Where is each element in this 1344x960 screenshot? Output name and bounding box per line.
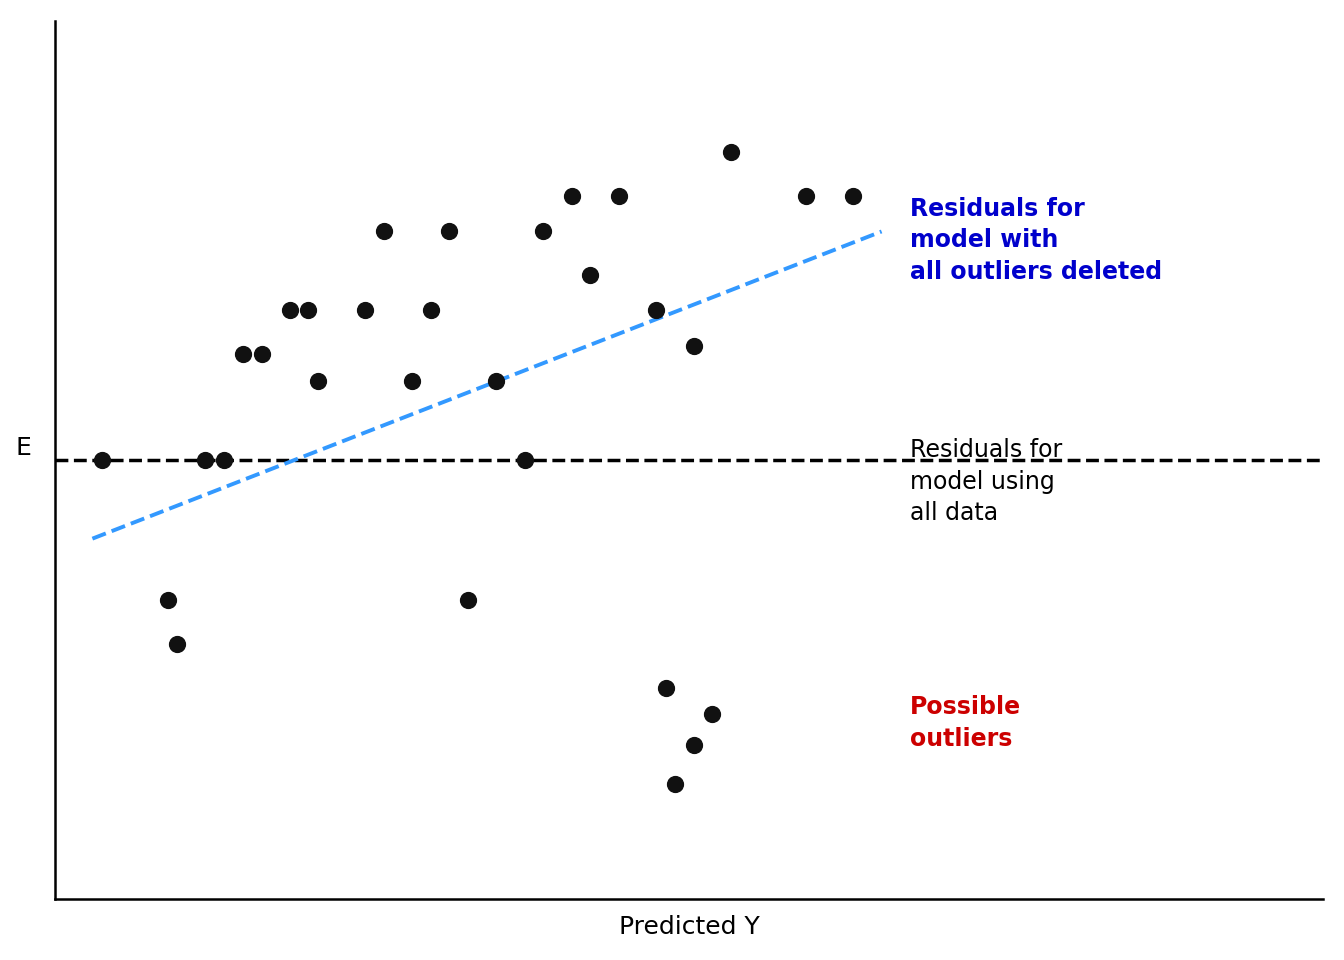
Point xyxy=(645,302,667,318)
Point xyxy=(157,592,179,608)
Point xyxy=(251,347,273,362)
Point xyxy=(438,224,460,239)
Text: Residuals for
model using
all data: Residuals for model using all data xyxy=(910,438,1062,525)
X-axis label: Predicted Y: Predicted Y xyxy=(618,915,759,939)
Point xyxy=(280,302,301,318)
Point xyxy=(308,373,329,389)
Point xyxy=(683,338,704,353)
Point xyxy=(796,189,817,204)
Point xyxy=(214,452,235,468)
Point xyxy=(607,189,629,204)
Point xyxy=(298,302,320,318)
Text: Residuals for
model with
all outliers deleted: Residuals for model with all outliers de… xyxy=(910,197,1163,284)
Point xyxy=(195,452,216,468)
Point xyxy=(579,268,601,283)
Point xyxy=(664,777,685,792)
Point xyxy=(401,373,422,389)
Text: Possible
outliers: Possible outliers xyxy=(910,695,1021,751)
Point xyxy=(683,737,704,753)
Point xyxy=(843,189,864,204)
Point xyxy=(91,452,113,468)
Y-axis label: E: E xyxy=(15,436,31,460)
Point xyxy=(457,592,478,608)
Point xyxy=(167,636,188,652)
Point xyxy=(702,707,723,722)
Point xyxy=(372,224,394,239)
Point xyxy=(353,302,375,318)
Point xyxy=(485,373,507,389)
Point xyxy=(513,452,535,468)
Point xyxy=(560,189,582,204)
Point xyxy=(233,347,254,362)
Point xyxy=(655,681,676,696)
Point xyxy=(532,224,554,239)
Point xyxy=(419,302,441,318)
Point xyxy=(720,145,742,160)
